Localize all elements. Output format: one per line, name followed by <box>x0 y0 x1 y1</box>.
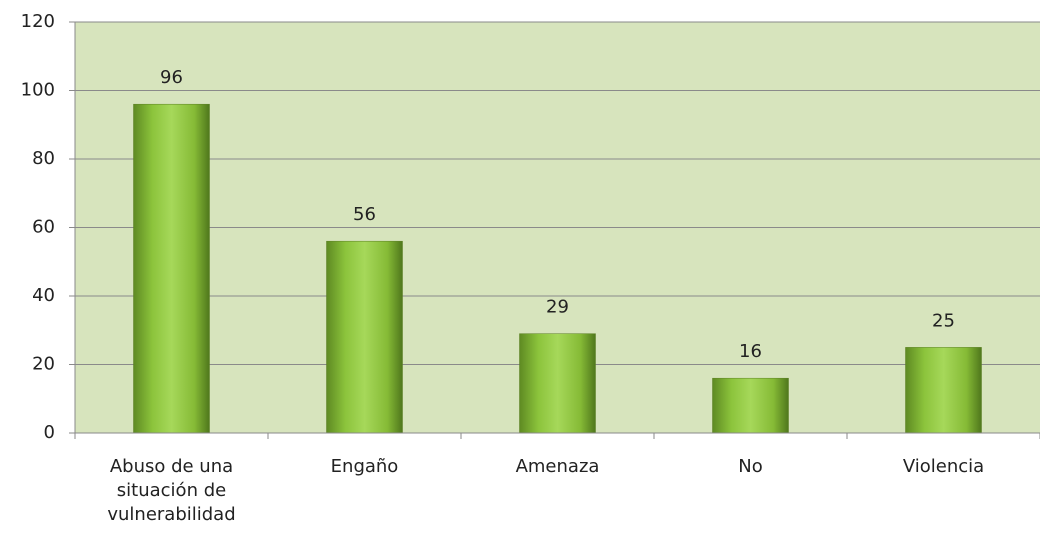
y-tick-label: 100 <box>21 80 55 101</box>
value-label: 96 <box>160 67 183 88</box>
value-label: 16 <box>739 341 762 362</box>
y-tick-label: 40 <box>32 285 55 306</box>
y-tick-label: 120 <box>21 11 55 32</box>
bar <box>519 333 596 434</box>
x-tick-label: No <box>738 456 763 477</box>
value-label: 56 <box>353 204 376 225</box>
bar <box>133 103 210 434</box>
y-tick-label: 80 <box>32 148 55 169</box>
x-tick-label: Amenaza <box>515 456 600 477</box>
bar <box>712 377 789 434</box>
x-tick-label: Violencia <box>902 456 985 477</box>
value-label: 29 <box>546 297 569 318</box>
y-tick-label: 60 <box>32 217 55 238</box>
value-label: 25 <box>932 310 955 331</box>
y-tick-label: 0 <box>44 422 55 443</box>
bar <box>326 240 403 434</box>
x-tick-label: Abuso de una situación de vulnerabilidad <box>107 456 236 525</box>
x-tick-label: Engaño <box>330 456 399 477</box>
bar <box>905 347 982 434</box>
y-tick-label: 20 <box>32 354 55 375</box>
